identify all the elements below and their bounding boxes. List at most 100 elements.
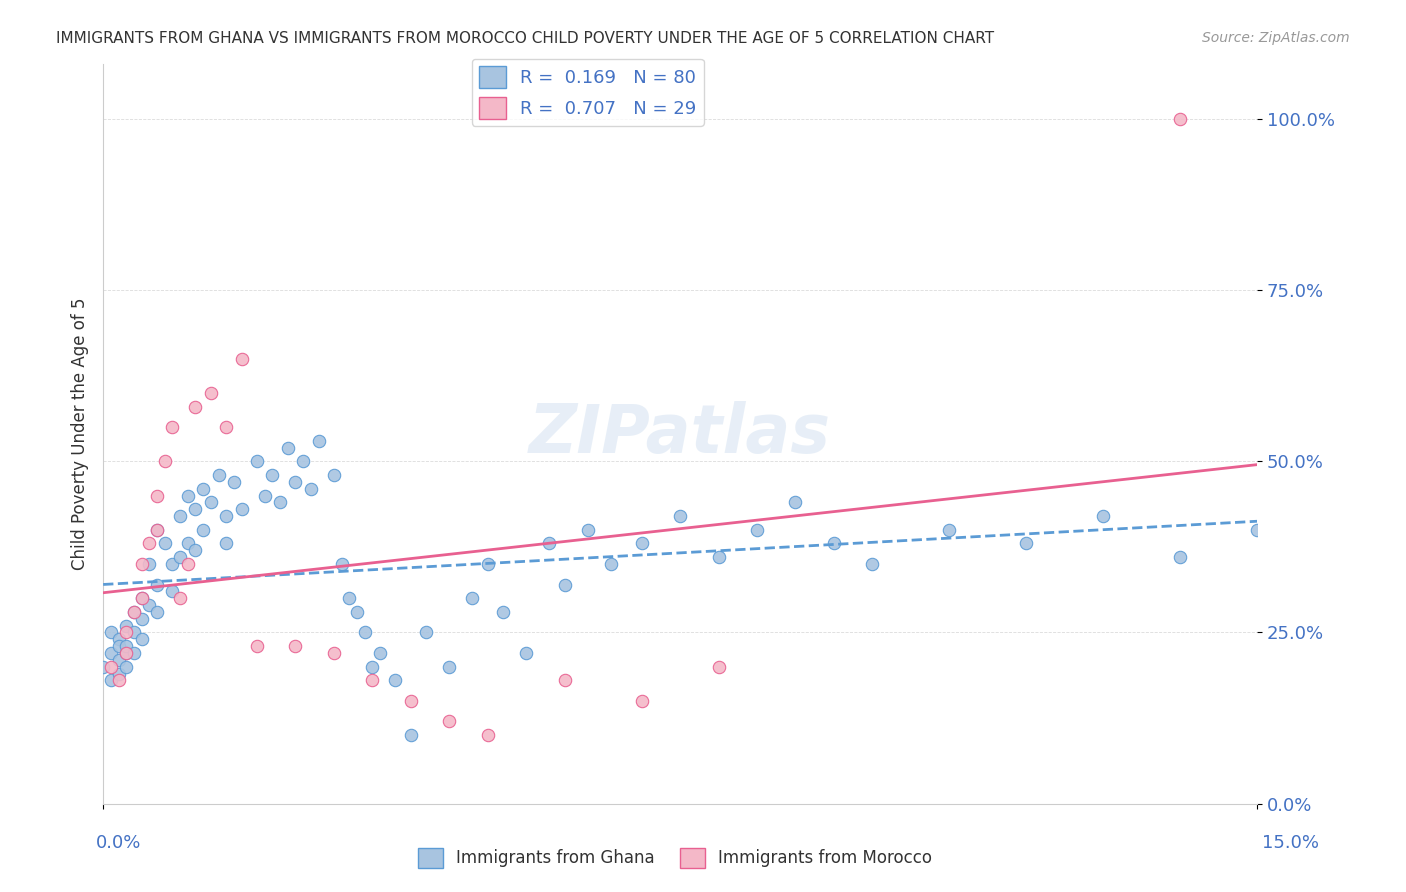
Point (115, 639, 138, 653)
Point (215, 509, 238, 524)
Point (231, 351, 253, 366)
Y-axis label: Child Poverty Under the Age of 5: Child Poverty Under the Age of 5 (72, 298, 89, 570)
Point (292, 454, 315, 468)
Point (107, 639, 129, 653)
Point (554, 673, 576, 688)
Point (399, 694, 422, 708)
Point (368, 646, 391, 660)
Point (277, 441, 299, 455)
Point (162, 584, 184, 599)
Point (745, 523, 768, 537)
Point (415, 625, 437, 640)
Point (322, 468, 344, 483)
Point (191, 523, 214, 537)
Point (308, 434, 330, 448)
Point (361, 659, 384, 673)
Point (184, 502, 207, 516)
Point (246, 454, 269, 468)
Point (599, 557, 621, 571)
Point (122, 605, 145, 619)
Point (115, 659, 138, 673)
Point (191, 482, 214, 496)
Point (515, 646, 537, 660)
Point (177, 557, 200, 571)
Point (122, 625, 145, 640)
Point (461, 591, 484, 606)
Point (107, 653, 129, 667)
Point (100, 659, 122, 673)
Point (100, 625, 122, 640)
Point (138, 598, 160, 612)
Point (269, 495, 291, 509)
Text: 0.0%: 0.0% (96, 834, 141, 852)
Point (299, 482, 322, 496)
Point (115, 625, 138, 640)
Point (146, 489, 169, 503)
Point (337, 591, 360, 606)
Point (91, 659, 114, 673)
Point (122, 605, 145, 619)
Point (477, 557, 499, 571)
Point (131, 591, 153, 606)
Point (115, 646, 138, 660)
Point (1092, 509, 1115, 524)
Point (107, 666, 129, 681)
Point (107, 673, 129, 688)
Point (162, 557, 184, 571)
Point (222, 475, 245, 489)
Point (184, 543, 207, 558)
Point (669, 509, 692, 524)
Point (115, 646, 138, 660)
Point (554, 577, 576, 591)
Point (138, 536, 160, 550)
Point (1168, 550, 1191, 565)
Point (100, 673, 122, 688)
Point (146, 577, 169, 591)
Point (938, 523, 960, 537)
Point (169, 509, 191, 524)
Text: Source: ZipAtlas.com: Source: ZipAtlas.com (1202, 31, 1350, 45)
Point (146, 523, 169, 537)
Point (131, 632, 153, 647)
Point (162, 420, 184, 434)
Point (169, 591, 191, 606)
Point (284, 475, 307, 489)
Point (184, 400, 207, 414)
Point (384, 673, 406, 688)
Point (215, 536, 238, 550)
Point (246, 639, 269, 653)
Legend: Immigrants from Ghana, Immigrants from Morocco: Immigrants from Ghana, Immigrants from M… (411, 841, 939, 875)
Point (169, 550, 191, 565)
Point (215, 420, 238, 434)
Point (207, 468, 229, 483)
Point (707, 659, 730, 673)
Point (100, 646, 122, 660)
Point (860, 557, 883, 571)
Point (253, 489, 276, 503)
Point (439, 659, 461, 673)
Point (131, 591, 153, 606)
Point (823, 536, 845, 550)
Legend: R =  0.169   N = 80, R =  0.707   N = 29: R = 0.169 N = 80, R = 0.707 N = 29 (471, 59, 704, 126)
Point (538, 536, 561, 550)
Point (131, 612, 153, 626)
Text: ZIPatlas: ZIPatlas (529, 401, 831, 467)
Point (492, 605, 515, 619)
Point (477, 728, 499, 742)
Point (177, 489, 200, 503)
Point (346, 605, 368, 619)
Point (330, 557, 353, 571)
Point (399, 728, 422, 742)
Point (115, 618, 138, 632)
Point (146, 523, 169, 537)
Point (200, 495, 222, 509)
Point (707, 550, 730, 565)
Text: 15.0%: 15.0% (1261, 834, 1319, 852)
Point (630, 536, 652, 550)
Point (353, 625, 375, 640)
Point (153, 536, 176, 550)
Point (785, 495, 807, 509)
Point (107, 632, 129, 647)
Point (1246, 523, 1268, 537)
Point (153, 454, 176, 468)
